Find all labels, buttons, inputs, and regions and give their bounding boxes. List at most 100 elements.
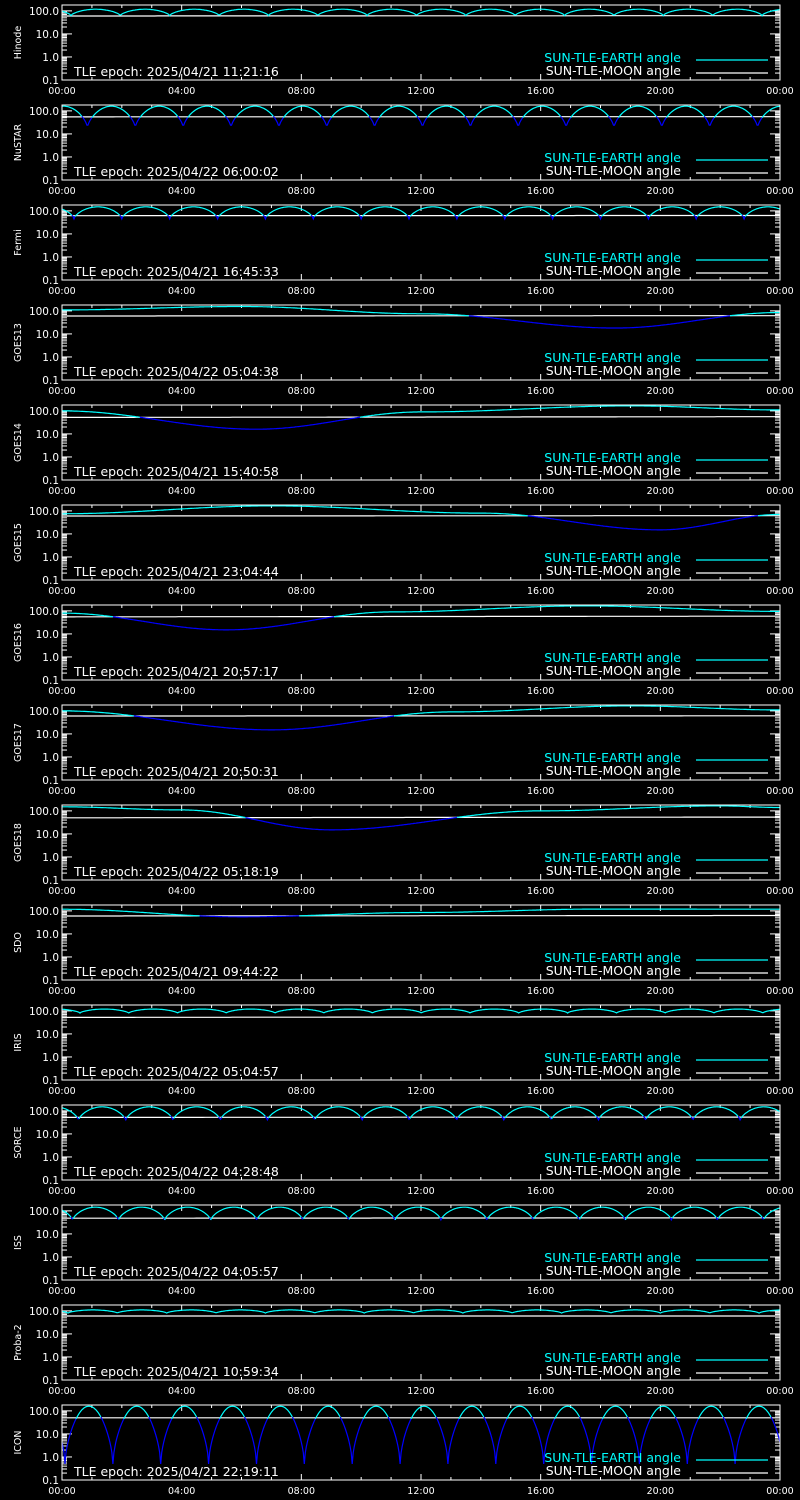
panel-goes15: 100.010.01.00.100:00 04:00 08:00 12:00 16:00… <box>13 504 794 597</box>
tle-epoch-label: TLE epoch: 2025/04/21 20:50:31 <box>73 764 279 779</box>
tle-epoch-label: TLE epoch: 2025/04/21 09:44:22 <box>73 964 279 979</box>
series-earth-angle <box>696 206 743 217</box>
series-earth-angle <box>378 105 418 118</box>
y-axis-label: ICON <box>13 1430 24 1454</box>
panel-proba-2: 100.010.01.00.100:00 04:00 08:00 12:00 16:00… <box>13 1304 794 1397</box>
series-earth-angle <box>527 515 759 531</box>
series-earth-angle <box>501 1116 506 1122</box>
x-tick-label: 08:00 <box>288 886 315 897</box>
y-tick-label: 10.0 <box>36 29 59 41</box>
series-earth-angle <box>291 1416 316 1464</box>
x-tick-label: 00:00 <box>766 1486 793 1497</box>
series-earth-angle <box>219 1405 246 1420</box>
series-earth-angle <box>348 1206 394 1220</box>
series-earth-angle <box>394 1206 441 1221</box>
x-tick-label: 20:00 <box>647 1186 674 1197</box>
series-earth-angle <box>758 513 780 517</box>
x-tick-label: 00:00 <box>48 686 75 697</box>
plot-frame <box>61 1404 781 1481</box>
tle-epoch-label: TLE epoch: 2025/04/22 04:28:48 <box>73 1164 279 1179</box>
x-tick-label: 00:00 <box>48 786 75 797</box>
y-axis-label: ISS <box>13 1235 24 1250</box>
x-tick-label: 00:00 <box>766 1386 793 1397</box>
plot-frame <box>61 1004 781 1081</box>
series-earth-angle <box>74 206 121 217</box>
y-tick-label: 100.0 <box>29 1406 59 1418</box>
series-earth-angle <box>282 105 322 118</box>
legend-earth-label: SUN-TLE-EARTH angle <box>544 950 681 965</box>
x-tick-label: 08:00 <box>288 786 315 797</box>
x-tick-label: 04:00 <box>168 486 195 497</box>
y-axis-label: GOES18 <box>13 823 24 862</box>
series-earth-angle <box>618 105 657 118</box>
y-tick-label: 10.0 <box>36 629 59 641</box>
series-earth-angle <box>81 116 93 126</box>
y-axis-label: IRIS <box>13 1033 24 1051</box>
series-earth-angle <box>456 805 780 818</box>
series-earth-angle <box>531 1216 534 1220</box>
series-earth-angle <box>254 1217 258 1221</box>
series-earth-angle <box>75 1405 102 1420</box>
series-earth-angle <box>62 710 134 717</box>
series-earth-angle <box>435 1416 460 1464</box>
series-earth-angle <box>485 1217 489 1221</box>
y-tick-label: 1.0 <box>42 152 59 164</box>
y-tick-label: 1.0 <box>42 952 59 964</box>
series-earth-angle <box>761 1216 764 1220</box>
series-earth-angle <box>71 214 76 221</box>
series-earth-angle <box>302 1206 348 1220</box>
x-tick-label: 04:00 <box>168 986 195 997</box>
x-tick-label: 00:00 <box>766 686 793 697</box>
y-tick-label: 10.0 <box>36 229 59 241</box>
y-tick-label: 100.0 <box>29 1006 59 1018</box>
x-tick-label: 12:00 <box>407 986 434 997</box>
y-tick-label: 1.0 <box>42 1052 59 1064</box>
plot-frame <box>61 304 781 381</box>
legend-earth-label: SUN-TLE-EARTH angle <box>544 1350 681 1365</box>
x-tick-label: 04:00 <box>168 286 195 297</box>
series-earth-angle <box>665 105 705 118</box>
y-tick-label: 1.0 <box>42 352 59 364</box>
series-earth-angle <box>210 1206 256 1221</box>
plot-frame <box>61 1304 781 1381</box>
series-earth-angle <box>78 1106 125 1120</box>
x-tick-label: 20:00 <box>647 586 674 597</box>
x-tick-label: 04:00 <box>168 886 195 897</box>
series-earth-angle <box>626 1416 651 1464</box>
series-earth-angle <box>360 405 780 418</box>
series-earth-angle <box>339 1416 364 1464</box>
series-earth-angle <box>218 206 264 217</box>
tle-epoch-label: TLE epoch: 2025/04/21 16:45:33 <box>73 264 279 279</box>
x-tick-label: 00:00 <box>766 386 793 397</box>
y-tick-label: 10.0 <box>36 329 59 341</box>
series-earth-angle <box>61 8 781 17</box>
series-earth-angle <box>361 206 408 217</box>
series-earth-angle <box>703 116 715 126</box>
x-tick-label: 12:00 <box>407 1286 434 1297</box>
tle-epoch-label: TLE epoch: 2025/04/21 10:59:34 <box>73 1364 279 1379</box>
y-tick-label: 1.0 <box>42 1152 59 1164</box>
x-tick-label: 08:00 <box>288 686 315 697</box>
series-earth-angle <box>457 206 504 217</box>
plot-frame <box>61 404 781 481</box>
series-earth-angle <box>187 105 226 118</box>
series-earth-angle <box>218 1116 223 1121</box>
series-earth-angle <box>262 214 267 221</box>
y-tick-label: 100.0 <box>29 306 59 318</box>
series-earth-angle <box>61 1418 77 1464</box>
panel-icon: 100.010.01.00.100:00 04:00 08:00 12:00 16:00… <box>13 1404 794 1497</box>
x-tick-label: 08:00 <box>288 186 315 197</box>
x-tick-label: 16:00 <box>527 1286 554 1297</box>
x-tick-label: 16:00 <box>527 386 554 397</box>
x-tick-label: 04:00 <box>168 386 195 397</box>
legend-moon-label: SUN-TLE-MOON angle <box>546 1163 682 1178</box>
y-tick-label: 10.0 <box>36 1329 59 1341</box>
series-earth-angle <box>170 1115 175 1121</box>
x-tick-label: 00:00 <box>48 986 75 997</box>
x-tick-label: 16:00 <box>527 1386 554 1397</box>
x-tick-label: 20:00 <box>647 286 674 297</box>
x-tick-label: 12:00 <box>407 886 434 897</box>
series-earth-angle <box>123 1405 150 1420</box>
